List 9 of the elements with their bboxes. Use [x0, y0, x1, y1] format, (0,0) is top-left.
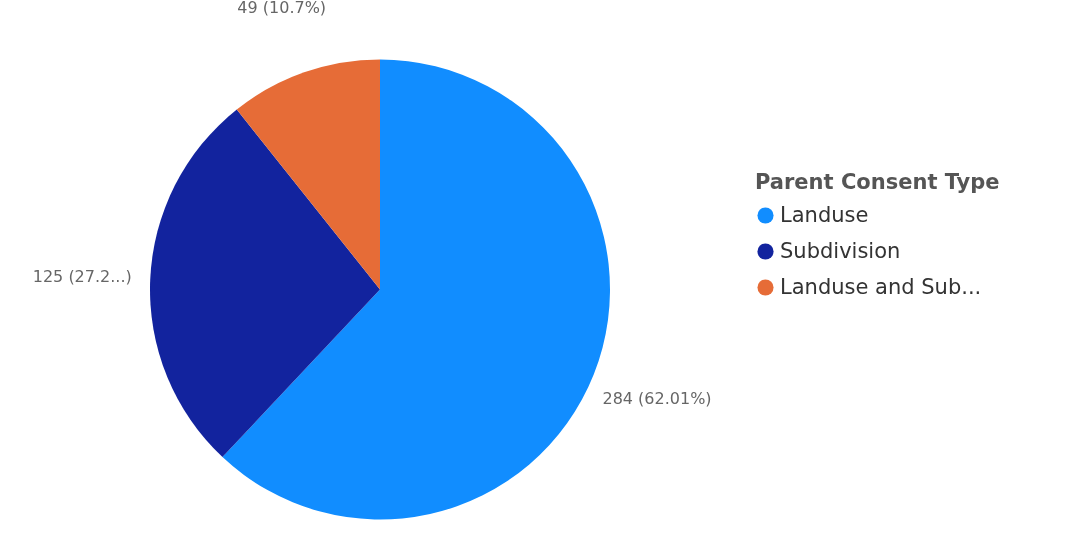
legend-label: Landuse [780, 202, 869, 227]
data-label: 284 (62.01%) [602, 389, 712, 409]
data-label: 125 (27.2...) [32, 267, 132, 287]
pie-slice [150, 109, 380, 458]
legend-label: Subdivision [780, 238, 901, 263]
legend-title: Parent Consent Type [755, 170, 1000, 194]
pie-slice [236, 59, 380, 290]
legend-label: Landuse and Sub... [780, 274, 982, 299]
data-label: 49 (10.7%) [237, 0, 327, 18]
